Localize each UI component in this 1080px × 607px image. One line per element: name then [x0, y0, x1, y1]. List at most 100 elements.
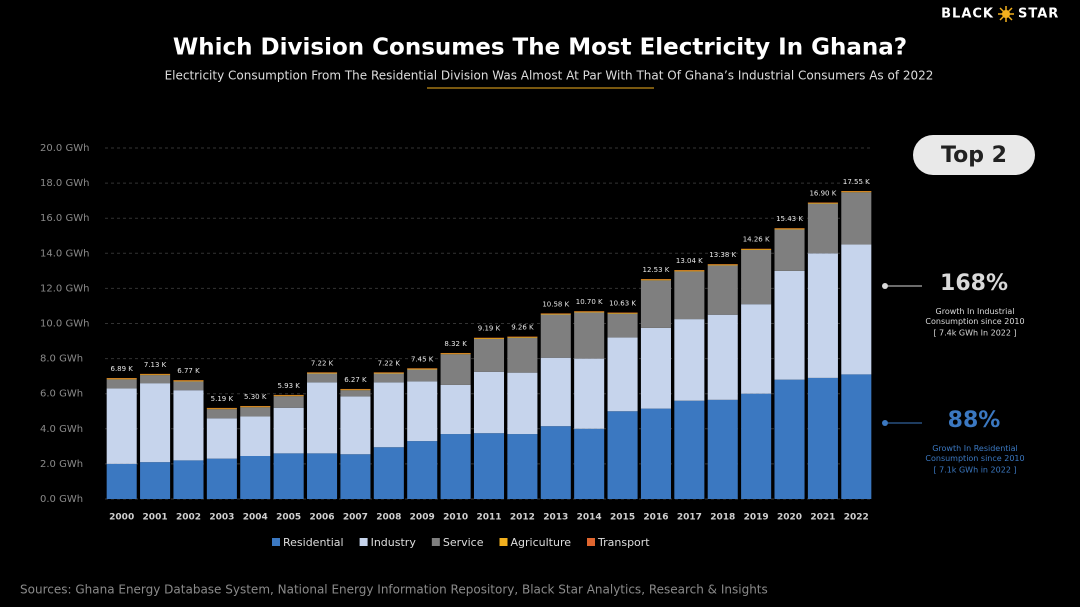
bar-segment — [707, 264, 738, 266]
total-label: 5.30 K — [244, 393, 267, 401]
bar-segment — [574, 311, 605, 313]
total-label: 9.19 K — [478, 325, 501, 333]
bar-segment — [440, 353, 471, 355]
bar-segment — [841, 192, 872, 245]
bar-segment — [307, 382, 338, 454]
annotation-text: Growth In Industrial Consumption since 20… — [925, 307, 1024, 326]
y-tick-label: 2.0 GWh — [40, 459, 83, 470]
bar-segment — [373, 373, 404, 383]
bar-segment — [540, 313, 571, 315]
bar-segment — [774, 228, 805, 230]
bar-segment — [407, 368, 438, 370]
x-tick-label: 2022 — [844, 513, 869, 523]
bar-segment — [240, 406, 271, 408]
bar-segment — [106, 378, 137, 380]
bar-segment — [473, 433, 505, 499]
annotation-value: 168% — [940, 271, 1008, 296]
bar-segment — [340, 396, 371, 455]
total-label: 7.13 K — [144, 361, 167, 369]
badge-bg — [913, 135, 1035, 175]
bar-segment — [707, 399, 738, 499]
bar-segment — [106, 463, 137, 499]
bar-segment — [807, 203, 838, 254]
annotation-dot — [882, 283, 888, 289]
annotation-value: 88% — [948, 408, 1001, 433]
x-tick-label: 2014 — [577, 513, 602, 523]
bar-segment — [206, 458, 237, 499]
bar-segment — [674, 319, 705, 401]
legend-label: Residential — [283, 536, 344, 549]
total-label: 5.19 K — [211, 395, 234, 403]
total-label: 6.27 K — [344, 376, 367, 384]
total-label: 13.38 K — [709, 251, 736, 259]
total-label: 10.58 K — [542, 300, 569, 308]
bar-segment — [106, 388, 137, 464]
legend-swatch — [431, 538, 440, 546]
bar-segment — [640, 279, 671, 281]
total-label: 6.77 K — [177, 367, 200, 375]
total-label: 6.89 K — [110, 365, 133, 373]
bar-segment — [507, 434, 538, 499]
bar-segment — [173, 381, 204, 391]
bar-segment — [440, 384, 471, 435]
bar-segment — [640, 408, 671, 499]
y-tick-label: 0.0 GWh — [40, 494, 83, 505]
x-tick-label: 2011 — [476, 513, 501, 523]
total-label: 7.22 K — [311, 359, 334, 367]
bar-segment — [407, 369, 438, 382]
badge: Top 2 — [941, 143, 1007, 168]
bar-segment — [373, 447, 404, 499]
y-tick-label: 20.0 GWh — [40, 143, 89, 154]
bar-segment — [674, 271, 705, 320]
bar-segment — [607, 337, 638, 412]
legend-swatch — [359, 538, 368, 546]
bar-segment — [340, 389, 371, 391]
bar-segment — [206, 418, 237, 459]
total-label: 15.43 K — [776, 215, 803, 223]
total-label: 12.53 K — [643, 266, 670, 274]
x-tick-label: 2012 — [510, 513, 535, 523]
bar-segment — [774, 229, 805, 271]
bar-segment — [741, 249, 772, 250]
bar-segment — [273, 453, 304, 499]
total-label: 7.22 K — [378, 359, 401, 367]
bar-segment — [140, 383, 171, 463]
bar-segment — [440, 354, 471, 385]
x-tick-label: 2013 — [543, 513, 568, 523]
bar-segment — [473, 338, 505, 372]
annotation-text: Growth In Residential Consumption since 2… — [925, 444, 1024, 463]
x-tick-label: 2017 — [677, 513, 702, 523]
x-tick-label: 2003 — [209, 513, 234, 523]
y-tick-label: 4.0 GWh — [40, 424, 83, 435]
bar-segment — [807, 253, 838, 378]
x-tick-label: 2006 — [310, 513, 335, 523]
bar-segment — [140, 374, 171, 376]
bar-segment — [340, 454, 371, 499]
bar-segment — [841, 191, 872, 193]
bar-segment — [473, 338, 505, 339]
y-tick-label: 8.0 GWh — [40, 354, 83, 365]
bar-segment — [807, 377, 838, 499]
y-tick-label: 18.0 GWh — [40, 178, 89, 189]
bar-segment — [674, 400, 705, 499]
bar-segment — [407, 381, 438, 442]
chart-title: Which Division Consumes The Most Electri… — [173, 35, 907, 61]
total-label: 8.32 K — [444, 340, 467, 348]
bar-segment — [607, 313, 638, 338]
legend-label: Industry — [371, 536, 417, 549]
x-tick-label: 2000 — [109, 513, 134, 523]
total-label: 9.26 K — [511, 323, 534, 331]
bar-segment — [741, 304, 772, 394]
bar-segment — [273, 396, 304, 408]
x-tick-label: 2016 — [643, 513, 668, 523]
bar-segment — [540, 426, 571, 499]
legend-swatch — [499, 538, 508, 546]
bar-segment — [741, 249, 772, 305]
bar-segment — [540, 314, 571, 358]
bar-segment — [407, 441, 438, 499]
x-tick-label: 2008 — [376, 513, 401, 523]
y-tick-label: 6.0 GWh — [40, 389, 83, 400]
total-label: 14.26 K — [743, 236, 770, 244]
